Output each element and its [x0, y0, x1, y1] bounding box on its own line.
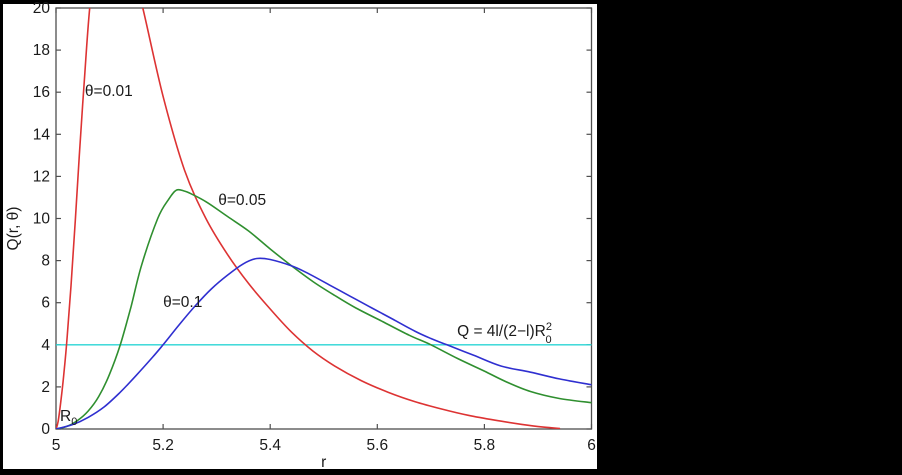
y-tick-label: 2: [41, 379, 50, 396]
theta-01-label: θ=0.1: [163, 294, 202, 311]
x-tick-label: 5.6: [367, 437, 389, 454]
x-tick-label: 5.2: [152, 437, 174, 454]
y-tick-label: 0: [41, 421, 50, 438]
x-tick-label: 5.8: [474, 437, 496, 454]
y-axis-label: Q(r, θ): [5, 207, 22, 251]
r0-origin-label: R0: [60, 408, 77, 428]
y-tick-label: 6: [41, 295, 50, 312]
x-tick-label: 5.4: [259, 437, 281, 454]
y-tick-label: 10: [33, 211, 51, 228]
curve-theta-0.1: [56, 257, 592, 429]
theta-001-label: θ=0.01: [85, 83, 133, 100]
x-axis-label: r: [321, 454, 326, 471]
y-tick-label: 18: [33, 42, 50, 59]
x-tick-label: 5: [52, 437, 61, 454]
plot-panel: [3, 4, 597, 469]
y-tick-label: 12: [33, 168, 50, 185]
curve-theta-0.01: [56, 8, 561, 429]
q-formula-label: Q = 4l/(2−l)R2 0: [457, 321, 552, 346]
theta-005-label: θ=0.05: [218, 192, 266, 209]
axis-ticks: [55, 7, 593, 430]
y-tick-label: 4: [41, 337, 50, 354]
y-tick-label: 8: [41, 253, 50, 270]
y-tick-label: 14: [33, 126, 51, 143]
curve-theta-0.05: [56, 188, 592, 429]
x-tick-label: 6: [587, 437, 596, 454]
y-tick-label: 16: [33, 84, 50, 101]
y-tick-label: 20: [33, 0, 51, 17]
